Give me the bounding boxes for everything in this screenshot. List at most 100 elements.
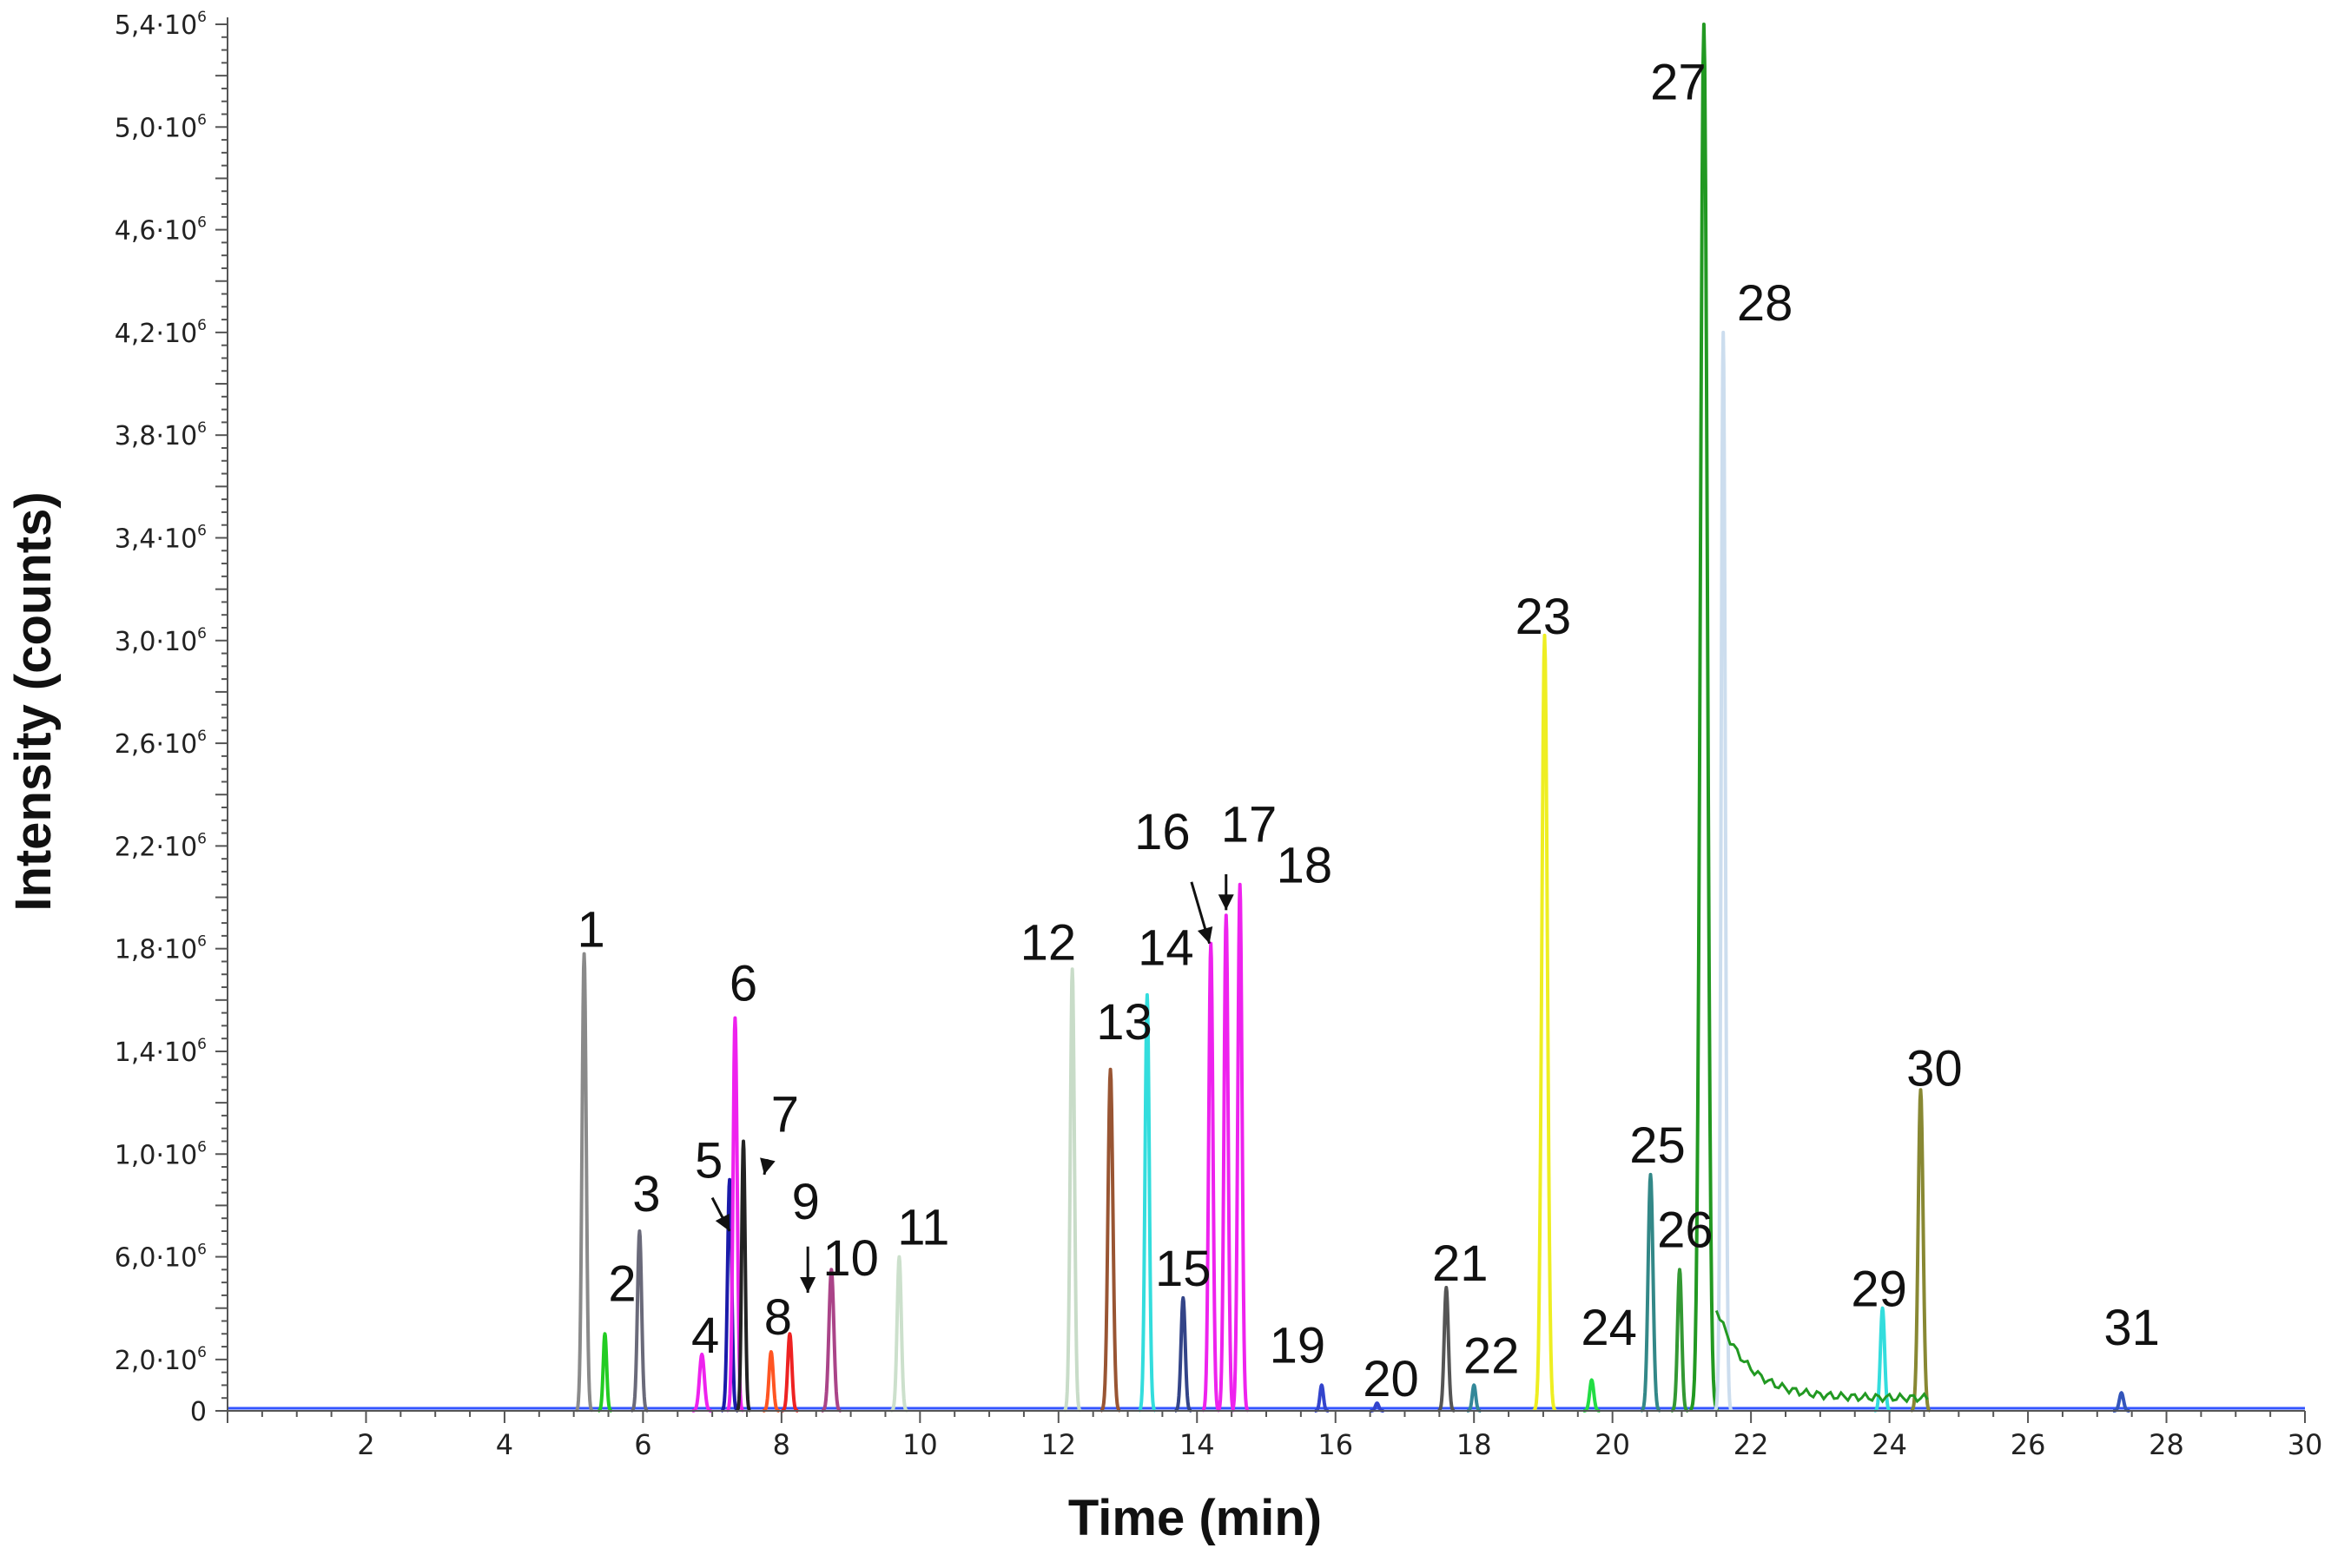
peak-30 — [1910, 1088, 1931, 1413]
peak-8 — [761, 1350, 781, 1413]
x-tick-label: 26 — [2011, 1428, 2046, 1461]
y-tick-label: 4,6·106 — [115, 214, 207, 247]
peak-label-20: 20 — [1363, 1351, 1419, 1407]
peak-label-5: 5 — [695, 1133, 723, 1189]
x-tick-label: 10 — [902, 1428, 938, 1461]
x-tick-label: 30 — [2288, 1428, 2323, 1461]
peak-14 — [1137, 992, 1157, 1413]
arrowhead-peak-17 — [1218, 894, 1234, 911]
peak-1 — [574, 952, 594, 1413]
peak-label-2: 2 — [608, 1256, 636, 1313]
peak-label-31: 31 — [2103, 1300, 2160, 1356]
peak-13 — [1099, 1067, 1122, 1413]
peak-21 — [1436, 1286, 1456, 1413]
peak-4 — [690, 1352, 713, 1413]
peak-29 — [1872, 1306, 1892, 1413]
peak-label-18: 18 — [1277, 838, 1333, 894]
y-tick-label: 2,2·106 — [115, 830, 207, 862]
peak-label-27: 27 — [1650, 55, 1707, 111]
arrowhead-peak-5 — [715, 1213, 730, 1231]
y-tick-label: 1,4·106 — [115, 1036, 207, 1068]
peak-label-12: 12 — [1020, 914, 1077, 971]
x-tick-label: 28 — [2149, 1428, 2184, 1461]
peak-7 — [735, 1139, 752, 1413]
peak-label-16: 16 — [1134, 804, 1191, 860]
axes-layer — [227, 17, 2305, 1412]
peak-15 — [1173, 1295, 1193, 1413]
y-tick-label: 2,0·106 — [115, 1344, 207, 1376]
peak-label-23: 23 — [1515, 589, 1572, 645]
peak-label-3: 3 — [632, 1166, 660, 1222]
y-tick-label: 3,8·106 — [115, 419, 207, 451]
x-tick-label: 12 — [1040, 1428, 1076, 1461]
x-axis-title: Time (min) — [1068, 1490, 1322, 1546]
peak-label-6: 6 — [730, 956, 757, 1012]
peak-26 — [1670, 1268, 1689, 1413]
arrowhead-peak-7 — [760, 1157, 776, 1175]
peak-17 — [1216, 913, 1236, 1413]
peak-27-tail — [1714, 1309, 1929, 1404]
y-tick-label: 1,8·106 — [115, 933, 207, 965]
peak-label-19: 19 — [1270, 1318, 1326, 1374]
y-tick-label: 6,0·106 — [115, 1242, 207, 1274]
peak-label-4: 4 — [691, 1308, 719, 1364]
x-tick-label: 6 — [634, 1428, 651, 1461]
peak-label-25: 25 — [1629, 1117, 1686, 1174]
peak-23 — [1532, 633, 1557, 1413]
peak-3 — [630, 1229, 650, 1413]
x-tick-label: 20 — [1595, 1428, 1630, 1461]
peak-18 — [1230, 882, 1250, 1413]
x-tick-label: 18 — [1456, 1428, 1492, 1461]
peak-label-17: 17 — [1221, 796, 1278, 853]
peak-label-13: 13 — [1096, 994, 1152, 1051]
y-ticks: 0 2,0·106 6,0·106 1,0·106 1,4·106 1,8·106 2,2·… — [115, 9, 228, 1427]
x-ticks: 2 4 6 8 10 12 14 16 18 20 22 24 26 28 30 — [227, 1411, 2323, 1461]
x-tick-label: 22 — [1733, 1428, 1769, 1461]
y-axis-title: Intensity (counts) — [5, 491, 62, 911]
y-tick-label: 1,0·106 — [115, 1138, 207, 1170]
x-tick-label: 2 — [357, 1428, 374, 1461]
x-tick-label: 24 — [1872, 1428, 1907, 1461]
peak-label-30: 30 — [1906, 1040, 1963, 1097]
peak-label-11: 11 — [897, 1200, 949, 1256]
peak-label-22: 22 — [1463, 1328, 1520, 1385]
peak-5 — [720, 1177, 739, 1413]
y-tick-label: 2,6·106 — [115, 728, 207, 760]
arrowhead-peak-9 — [800, 1276, 816, 1293]
y-tick-label: 4,2·106 — [115, 317, 207, 349]
peak-10 — [820, 1268, 842, 1413]
peak-label-26: 26 — [1657, 1202, 1714, 1259]
peak-label-28: 28 — [1737, 275, 1793, 332]
x-tick-label: 14 — [1179, 1428, 1215, 1461]
peak-27 — [1688, 23, 1720, 1412]
y-tick-label: 5,4·106 — [115, 9, 207, 41]
arrows-layer — [710, 873, 1234, 1293]
y-tick-label: 3,0·106 — [115, 625, 207, 657]
peak-label-29: 29 — [1851, 1262, 1907, 1318]
peak-label-9: 9 — [792, 1174, 820, 1230]
peak-25 — [1640, 1172, 1661, 1413]
y-tick-label: 5,0·106 — [115, 111, 207, 143]
peak-label-10: 10 — [822, 1230, 879, 1287]
peak-16 — [1201, 941, 1221, 1413]
arrowhead-peak-16 — [1197, 926, 1213, 944]
peak-28 — [1714, 330, 1733, 1412]
y-tick-label: 0 — [190, 1397, 207, 1427]
peak-label-7: 7 — [771, 1087, 799, 1143]
peak-label-21: 21 — [1432, 1235, 1489, 1292]
peak-2 — [597, 1332, 613, 1413]
peak-9 — [780, 1332, 800, 1413]
x-tick-label: 8 — [773, 1428, 790, 1461]
peak-label-14: 14 — [1138, 919, 1194, 976]
x-tick-label: 4 — [496, 1428, 513, 1461]
peak-24 — [1582, 1378, 1601, 1413]
y-tick-label: 3,4·106 — [115, 522, 207, 554]
peak-12 — [1062, 967, 1082, 1413]
peak-label-15: 15 — [1155, 1241, 1212, 1297]
x-tick-label: 16 — [1317, 1428, 1353, 1461]
peak-11 — [889, 1255, 909, 1413]
peak-label-1: 1 — [577, 902, 604, 959]
peak-label-24: 24 — [1581, 1300, 1637, 1356]
